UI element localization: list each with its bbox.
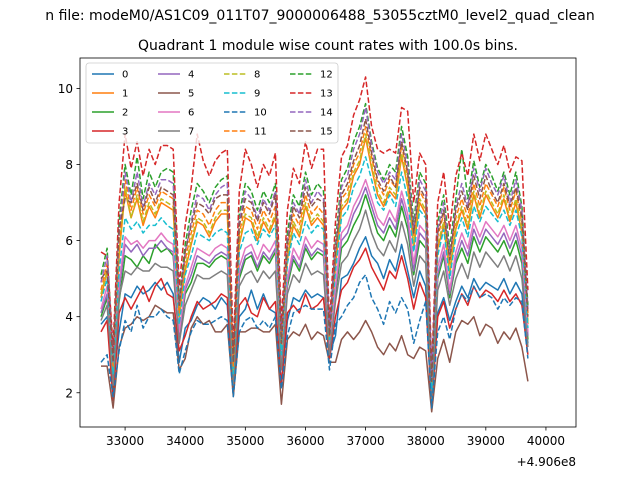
x-tick-label: 37000: [346, 434, 384, 448]
series-line-13: [100, 76, 529, 371]
x-tick-label: 40000: [527, 434, 565, 448]
series-line-5: [101, 304, 529, 413]
y-axis: 2 4 6 8 10: [58, 82, 80, 400]
y-tick-label: 6: [65, 234, 73, 248]
legend-label-14: 14: [320, 108, 333, 119]
legend-label-2: 2: [122, 108, 128, 119]
legend-label-15: 15: [320, 127, 333, 138]
series-line-2: [100, 194, 529, 398]
x-offset-label: +4.906e8: [517, 455, 576, 469]
legend-label-6: 6: [188, 108, 194, 119]
legend-label-9: 9: [254, 89, 260, 100]
series-line-10: [100, 274, 529, 409]
x-tick-label: 38000: [407, 434, 445, 448]
legend-label-4: 4: [188, 70, 194, 81]
legend-label-7: 7: [188, 127, 194, 138]
series-line-12: [100, 102, 529, 379]
x-tick-label: 39000: [467, 434, 505, 448]
legend-box: [85, 62, 339, 144]
series-line-9: [100, 156, 529, 390]
legend-label-3: 3: [122, 127, 128, 138]
x-tick-label: 36000: [286, 434, 324, 448]
series-layer: [100, 76, 529, 413]
figure-suptitle: n file: modeM0/AS1C09_011T07_9000006488_…: [45, 8, 594, 24]
legend-label-11: 11: [254, 127, 267, 138]
plot-frame: [79, 57, 577, 428]
x-tick-label: 35000: [226, 434, 264, 448]
legend-label-12: 12: [320, 70, 333, 81]
legend-label-8: 8: [254, 70, 260, 81]
series-line-11: [100, 125, 529, 383]
x-axis: 33000 34000 35000 36000 37000 38000 39000 40000: [106, 427, 565, 448]
series-line-4: [100, 186, 529, 394]
x-tick-label: 33000: [106, 434, 144, 448]
y-tick-label: 4: [65, 310, 73, 324]
series-line-15: [100, 118, 529, 383]
chart-title: Quadrant 1 module wise count rates with …: [138, 38, 518, 54]
legend-label-0: 0: [122, 70, 128, 81]
y-tick-label: 2: [65, 386, 73, 400]
series-line-1: [100, 137, 529, 386]
series-line-14: [100, 106, 529, 379]
series-line-6: [100, 178, 529, 394]
series-line-7: [100, 209, 529, 402]
y-tick-label: 10: [58, 82, 73, 96]
legend-label-5: 5: [188, 89, 194, 100]
y-tick-label: 8: [65, 158, 73, 172]
legend-label-1: 1: [122, 89, 128, 100]
legend-label-13: 13: [320, 89, 333, 100]
x-tick-label: 34000: [166, 434, 204, 448]
series-line-0: [100, 236, 529, 402]
legend-label-10: 10: [254, 108, 267, 119]
series-line-8: [100, 133, 529, 386]
